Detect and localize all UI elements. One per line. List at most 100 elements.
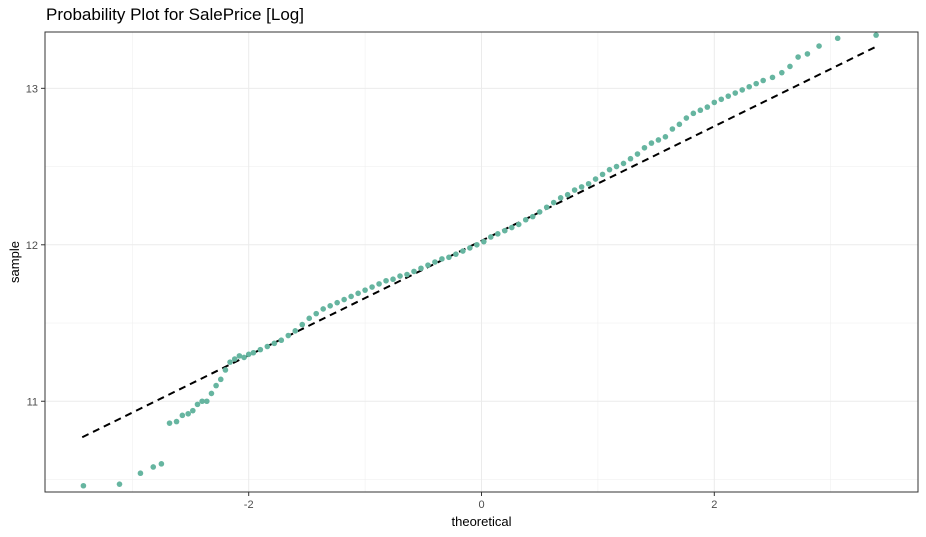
data-point (620, 160, 627, 167)
reference-line-layer (81, 45, 878, 439)
data-point (787, 63, 793, 70)
data-point (494, 231, 501, 237)
data-point (795, 54, 801, 60)
y-tick-label: 11 (27, 396, 38, 408)
data-point (711, 99, 718, 106)
data-point (508, 224, 515, 231)
data-point (515, 221, 522, 228)
chart-title: Probability Plot for SalePrice [Log] (46, 5, 304, 24)
data-point (648, 140, 655, 146)
data-point (334, 299, 340, 306)
data-point (718, 96, 725, 103)
data-point (557, 195, 564, 201)
data-point (278, 337, 285, 344)
data-point (199, 398, 205, 405)
data-point (467, 245, 473, 251)
data-point (432, 259, 438, 265)
data-point (550, 199, 557, 206)
x-tick-label: 2 (711, 499, 717, 511)
data-points-layer (80, 32, 879, 489)
data-point (116, 481, 123, 487)
data-point (746, 83, 753, 90)
data-point (292, 328, 299, 334)
data-point (341, 296, 347, 303)
data-point (536, 209, 543, 215)
x-tick-label: -2 (244, 499, 254, 511)
data-point (460, 248, 466, 254)
data-point (173, 418, 180, 425)
data-point (769, 74, 776, 81)
data-point (753, 80, 760, 87)
x-axis-title: theoretical (452, 514, 512, 529)
data-point (634, 151, 641, 157)
data-point (571, 187, 578, 193)
data-point (804, 51, 811, 57)
data-point (208, 390, 215, 397)
data-point (250, 349, 257, 356)
data-point (704, 104, 711, 110)
data-point (690, 110, 697, 117)
data-point (488, 234, 494, 240)
data-point (739, 87, 746, 93)
data-point (241, 354, 247, 361)
data-point (760, 77, 766, 84)
data-point (592, 176, 599, 182)
data-point (166, 420, 173, 426)
data-point (299, 321, 306, 328)
data-point (641, 144, 648, 151)
data-point (185, 410, 191, 417)
data-point (834, 35, 841, 42)
data-point (439, 256, 445, 262)
data-point (390, 276, 396, 283)
data-point (662, 134, 669, 140)
data-point (203, 398, 210, 405)
data-point (285, 332, 292, 339)
data-point (418, 265, 424, 272)
data-point (306, 315, 313, 322)
data-point (222, 367, 229, 373)
data-point (271, 340, 278, 347)
data-point (355, 290, 361, 297)
data-point (453, 251, 459, 257)
data-point (732, 90, 739, 96)
data-point (676, 121, 683, 128)
data-point (236, 353, 243, 359)
data-point (80, 482, 87, 489)
data-point (245, 351, 252, 358)
data-point (725, 93, 732, 99)
reference-line (81, 45, 878, 439)
data-point (362, 287, 368, 293)
data-point (190, 407, 196, 414)
data-point (313, 310, 320, 317)
data-point (327, 303, 333, 309)
data-point (481, 238, 487, 245)
data-point (578, 184, 585, 190)
data-point (697, 107, 704, 114)
data-point (320, 306, 326, 312)
data-point (383, 277, 389, 284)
data-point (816, 43, 822, 49)
data-point (585, 180, 592, 187)
data-point (348, 293, 354, 300)
data-point (150, 464, 157, 470)
data-point (425, 262, 431, 268)
data-point (411, 268, 417, 275)
data-point (264, 343, 271, 350)
data-point (501, 227, 508, 234)
data-point (446, 254, 452, 261)
data-point (655, 137, 662, 143)
data-point (231, 356, 238, 362)
x-tick-label: 0 (478, 499, 484, 511)
data-point (669, 126, 676, 132)
data-point (257, 346, 264, 353)
data-point (376, 281, 382, 287)
data-point (194, 401, 201, 408)
data-point (158, 461, 165, 467)
data-point (683, 115, 690, 121)
data-point (613, 163, 620, 170)
data-point (137, 470, 144, 477)
data-point (599, 171, 606, 178)
data-point (543, 204, 550, 211)
data-point (522, 216, 529, 223)
